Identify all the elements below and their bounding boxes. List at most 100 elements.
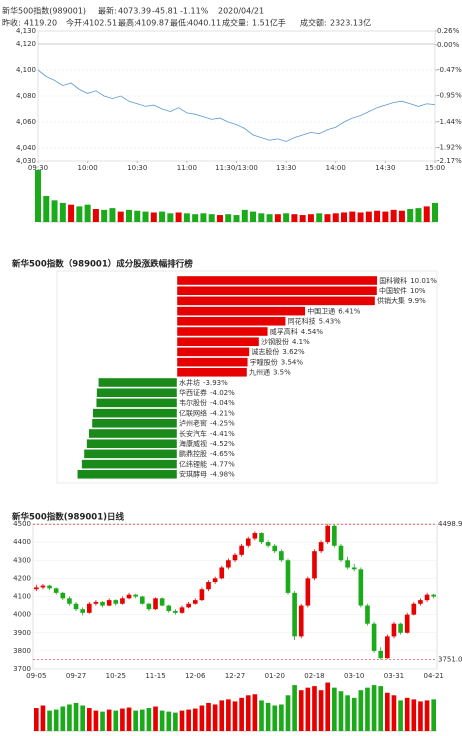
- volume-bar: [59, 202, 66, 222]
- y-tick-label: 4000: [13, 611, 31, 619]
- candle-body: [100, 601, 105, 606]
- y2-tick-label: 0.26%: [437, 27, 460, 35]
- volume-bar: [226, 699, 231, 731]
- volume-bar: [47, 710, 52, 731]
- volume-bar: [43, 196, 50, 222]
- x-tick-label: 01-20: [265, 672, 285, 680]
- volume-bar: [175, 212, 182, 222]
- candle-body: [265, 542, 271, 546]
- bar-name: 长安汽车: [179, 429, 207, 438]
- bar-value: -4.77%: [210, 460, 235, 468]
- y2-tick-label: 0.00%: [437, 41, 460, 49]
- volume-bar: [285, 695, 291, 731]
- bar-name: 宇瞳股份: [250, 357, 278, 366]
- bar: [176, 275, 378, 286]
- volume-bar: [212, 704, 218, 731]
- header-text: 成交额:: [300, 18, 327, 28]
- volume-bar: [305, 687, 311, 731]
- volume-bar: [117, 211, 124, 222]
- volume-bar: [424, 700, 430, 731]
- candle-body: [106, 600, 112, 606]
- bar-name: 亿联网络: [179, 408, 207, 417]
- volume-bar: [73, 702, 79, 731]
- volume-bar: [86, 708, 92, 731]
- bar-label: 海康威视 -4.52%: [179, 439, 235, 448]
- volume-bar: [341, 212, 348, 222]
- volume-bar: [166, 711, 172, 731]
- bar-name: 亿纬锂能: [179, 459, 207, 468]
- candle-body: [285, 560, 291, 593]
- candle-body: [219, 567, 225, 579]
- bar: [176, 337, 260, 347]
- candle-body: [192, 600, 198, 604]
- bar: [86, 439, 178, 449]
- candle-body: [146, 603, 152, 610]
- bar: [96, 388, 178, 398]
- bar-value: -4.04%: [210, 399, 235, 407]
- x-tick-label: 12-06: [185, 672, 206, 680]
- volume-bar: [258, 213, 265, 222]
- candle-body: [418, 600, 423, 604]
- bar-label: 供销大集 9.9%: [377, 296, 426, 305]
- volume-bar: [167, 213, 174, 222]
- candle-body: [272, 545, 278, 552]
- candle-body: [133, 594, 138, 597]
- volume-bar: [325, 682, 331, 731]
- volume-bar: [60, 706, 66, 731]
- volume-bar: [250, 211, 257, 222]
- bar: [176, 326, 269, 337]
- bar: [176, 357, 249, 367]
- bar-label: 沙钢股份 4.1%: [261, 337, 310, 346]
- bar: [91, 418, 178, 428]
- y-tick-label: 4,030: [16, 157, 36, 165]
- candle-body: [47, 585, 52, 589]
- candle-body: [186, 603, 191, 608]
- bar-value: 10%: [410, 287, 426, 295]
- candle-body: [391, 623, 397, 637]
- volume-bar: [298, 690, 304, 731]
- volume-bar: [33, 708, 39, 731]
- bar-label: 亿联网络 -4.21%: [179, 408, 235, 417]
- bar-name: 同花科技: [288, 317, 316, 326]
- volume-bar: [142, 211, 149, 222]
- header-text: 最低:: [170, 18, 189, 28]
- candle-body: [212, 578, 218, 582]
- volume-bar: [431, 699, 437, 731]
- bar: [88, 428, 178, 439]
- header-text: 4109.87: [136, 19, 169, 28]
- candle-body: [232, 554, 238, 561]
- candle-body: [385, 636, 390, 659]
- x-tick-label: 14:30: [375, 164, 395, 172]
- bar-name: 鹏鼎控股: [179, 449, 207, 458]
- header-text: 新华500指数(989001): [2, 6, 86, 16]
- volume-bar: [411, 699, 417, 731]
- bar-name: 水井坊: [179, 378, 200, 387]
- bar-value: -4.21%: [210, 409, 235, 417]
- y-tick-label: 4300: [13, 556, 31, 564]
- bar-name: 海康威视: [179, 439, 207, 448]
- bar: [92, 408, 178, 418]
- y-tick-label: 3700: [13, 665, 31, 673]
- price-line: [37, 69, 436, 142]
- bar-label: 长安汽车 -4.41%: [179, 429, 235, 438]
- candle-body: [298, 605, 304, 637]
- volume-bar: [76, 206, 83, 222]
- candle-body: [153, 598, 158, 610]
- x-tick-label: 09:30: [28, 164, 48, 172]
- bar-name: 供销大集: [377, 296, 405, 305]
- bar-label: 威孚高科 4.54%: [270, 327, 324, 336]
- bar-name: 中国软件: [379, 286, 407, 295]
- bar-name: 安琪酵母: [179, 470, 207, 479]
- y2-tick-label: -1.44%: [437, 118, 462, 126]
- volume-bar: [233, 215, 240, 222]
- volume-bar: [265, 702, 271, 731]
- volume-bar: [208, 214, 215, 222]
- bar-value: 4.1%: [292, 338, 310, 346]
- bar-label: 国科微科 10.01%: [379, 276, 437, 285]
- bar-value: 4.54%: [301, 328, 324, 336]
- y2-tick-label: -2.17%: [437, 157, 462, 165]
- candle-body: [239, 545, 244, 555]
- volume-bar: [418, 701, 423, 731]
- volume-bar: [365, 687, 370, 731]
- candle-body: [173, 611, 178, 613]
